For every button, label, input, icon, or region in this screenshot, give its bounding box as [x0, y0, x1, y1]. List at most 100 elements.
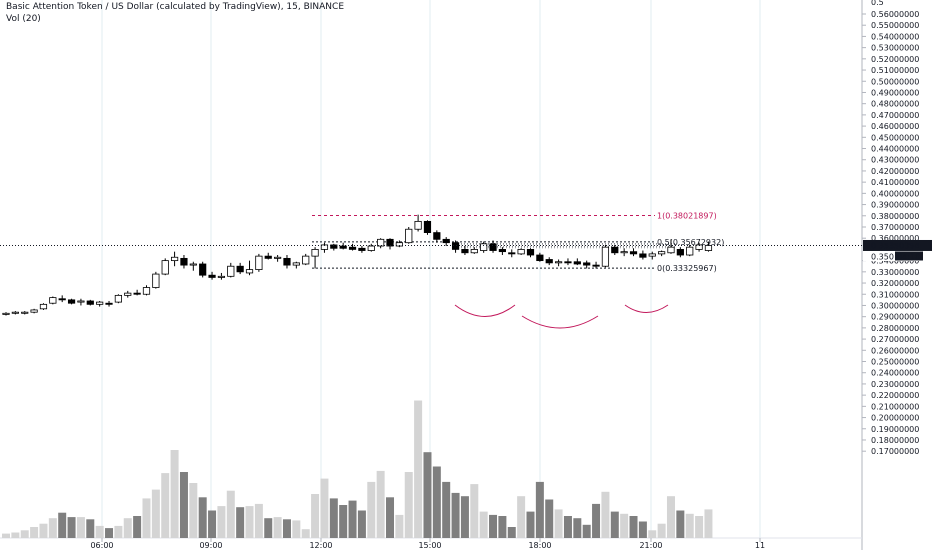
candle-body [629, 251, 638, 255]
volume-bar [161, 473, 170, 538]
candle-body [96, 301, 104, 305]
candle-body [377, 238, 385, 247]
price-tick-label: 0.46000000 [871, 122, 919, 131]
volume-bar [648, 530, 657, 538]
volume-bar [498, 516, 507, 538]
price-tick-label: 0.27000000 [871, 335, 919, 344]
candle-body [517, 249, 525, 255]
countdown-label: 04:18 [897, 252, 920, 261]
volume-bar [610, 511, 619, 538]
candle-body [217, 275, 226, 278]
candle-body [30, 309, 38, 313]
volume-bar [432, 466, 441, 538]
volume-bar [479, 511, 488, 538]
candle-body [86, 300, 94, 305]
pattern-arc [624, 304, 669, 313]
candle-body [573, 261, 581, 265]
volume-bar [179, 472, 188, 538]
candle-body [292, 262, 300, 266]
volume-bar [123, 518, 132, 538]
pattern-arc [454, 304, 516, 317]
volume-bar [601, 491, 610, 538]
volume-bar [348, 500, 357, 538]
volume-bar [76, 517, 85, 538]
volume-bar [301, 529, 310, 538]
volume-bar [554, 509, 563, 538]
volume-bar [86, 519, 95, 538]
price-tick-label: 0.38000000 [871, 212, 919, 221]
candle-body [180, 257, 188, 266]
candle-body [704, 245, 713, 251]
volume-bar [386, 497, 395, 538]
candle-body [189, 263, 197, 266]
volume-bar [367, 481, 376, 538]
price-tick-label: 0.55000000 [871, 21, 919, 30]
volume-bar [685, 513, 694, 538]
price-tick-label: 0.42000000 [871, 167, 919, 176]
price-tick-label: 0.53000000 [871, 44, 919, 53]
candle-body [554, 261, 563, 264]
price-tick-label: 0.23000000 [871, 380, 919, 389]
volume-bar [114, 525, 123, 538]
price-tick-label: 0.36000000 [871, 234, 919, 243]
candle-body [461, 249, 469, 254]
volume-bar [226, 490, 235, 538]
candle-body [320, 244, 329, 250]
price-tick-label: 0.29000000 [871, 313, 919, 322]
candle-body [21, 311, 29, 314]
time-axis: 06:00 09:00 12:00 15:00 18:00 21:00 11 [90, 538, 765, 550]
candle-body [358, 247, 366, 251]
price-tick-label: 0.39000000 [871, 201, 919, 210]
volume-bar [676, 510, 685, 538]
volume-bar [198, 497, 207, 538]
volume-bar [236, 507, 245, 538]
price-tick-label: 0.51000000 [871, 66, 919, 75]
candle-body [433, 232, 441, 240]
volume-bar [282, 519, 291, 538]
volume-bar [535, 481, 544, 538]
candle-body [245, 269, 254, 274]
volume-bar [20, 530, 29, 538]
volume-indicator-label[interactable]: Vol (20) [6, 14, 41, 24]
price-tick-label: 0.40000000 [871, 189, 919, 198]
volume-bar [666, 496, 675, 538]
price-tick-label: 0.44000000 [871, 145, 919, 154]
candle-body [564, 261, 572, 264]
candle-body [658, 251, 666, 255]
candle-body [199, 263, 207, 276]
volume-bar [58, 512, 67, 538]
price-tick-label: 0.34000000 [871, 257, 919, 266]
volume-bar [451, 492, 460, 538]
candlesticks [2, 214, 713, 316]
candle-body [676, 249, 684, 256]
volume-bar [414, 400, 423, 538]
candle-body [133, 292, 141, 295]
candle-body [283, 257, 291, 266]
price-tick-label: 0.31000000 [871, 290, 919, 299]
candle-body [264, 255, 272, 259]
price-tick-label: 0.56000000 [871, 10, 919, 19]
candle-body [686, 246, 694, 256]
volume-bar [170, 450, 179, 538]
volume-bar [423, 452, 432, 538]
price-tick-label: 0.26000000 [871, 346, 919, 355]
volume-bar [292, 520, 301, 538]
volume-bar [208, 510, 217, 538]
volume-bar [11, 532, 20, 538]
candle-body [255, 255, 263, 270]
candle-body [489, 243, 497, 251]
price-tick-label: 0.54000000 [871, 32, 919, 41]
candle-body [611, 246, 619, 254]
volume-bar [264, 518, 273, 538]
volume-bar [357, 510, 366, 538]
volume-bar [151, 489, 160, 538]
price-tick-label: 0.19000000 [871, 425, 919, 434]
price-tick-label-partial: 0.5 [871, 0, 884, 7]
candle-body [620, 251, 628, 254]
price-tick-label: 0.47000000 [871, 111, 919, 120]
price-tick-label: 0.50000000 [871, 77, 919, 86]
candle-body [451, 242, 460, 250]
fib-level-label: 1(0.38021897) [657, 212, 717, 221]
candle-body [77, 300, 85, 303]
